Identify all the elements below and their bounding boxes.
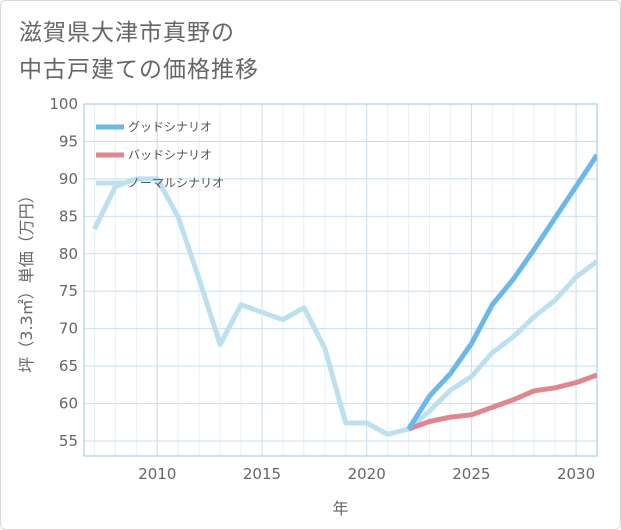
series-line-bad bbox=[407, 372, 597, 432]
y-axis-title: 坪（3.3㎡）単価（万円） bbox=[17, 187, 36, 372]
y-tick-label: 75 bbox=[59, 282, 78, 300]
x-tick-label: 2025 bbox=[452, 465, 490, 483]
y-tick-label: 90 bbox=[59, 170, 78, 188]
y-tick-label: 95 bbox=[59, 132, 78, 150]
y-tick-label: 100 bbox=[49, 95, 78, 113]
chart-title: 滋賀県大津市真野の 中古戸建ての価格推移 bbox=[19, 20, 259, 83]
legend-label: バッドシナリオ bbox=[128, 148, 212, 162]
series-line-normal bbox=[92, 176, 597, 437]
y-tick-label: 80 bbox=[59, 245, 78, 263]
y-tick-label: 55 bbox=[59, 432, 78, 450]
x-tick-label: 2020 bbox=[348, 465, 386, 483]
legend-label: ノーマルシナリオ bbox=[128, 176, 224, 190]
y-tick-label: 85 bbox=[59, 207, 78, 225]
plot-frame bbox=[83, 103, 598, 457]
x-tick-label: 2015 bbox=[243, 465, 281, 483]
series-line-good bbox=[406, 153, 597, 431]
legend-label: グッドシナリオ bbox=[128, 120, 212, 134]
y-tick-label: 65 bbox=[59, 357, 78, 375]
x-tick-label: 2010 bbox=[138, 465, 176, 483]
y-tick-label: 70 bbox=[59, 320, 78, 338]
y-tick-label: 60 bbox=[59, 395, 78, 413]
x-axis-title: 年 bbox=[332, 499, 348, 518]
x-tick-label: 2030 bbox=[557, 465, 595, 483]
